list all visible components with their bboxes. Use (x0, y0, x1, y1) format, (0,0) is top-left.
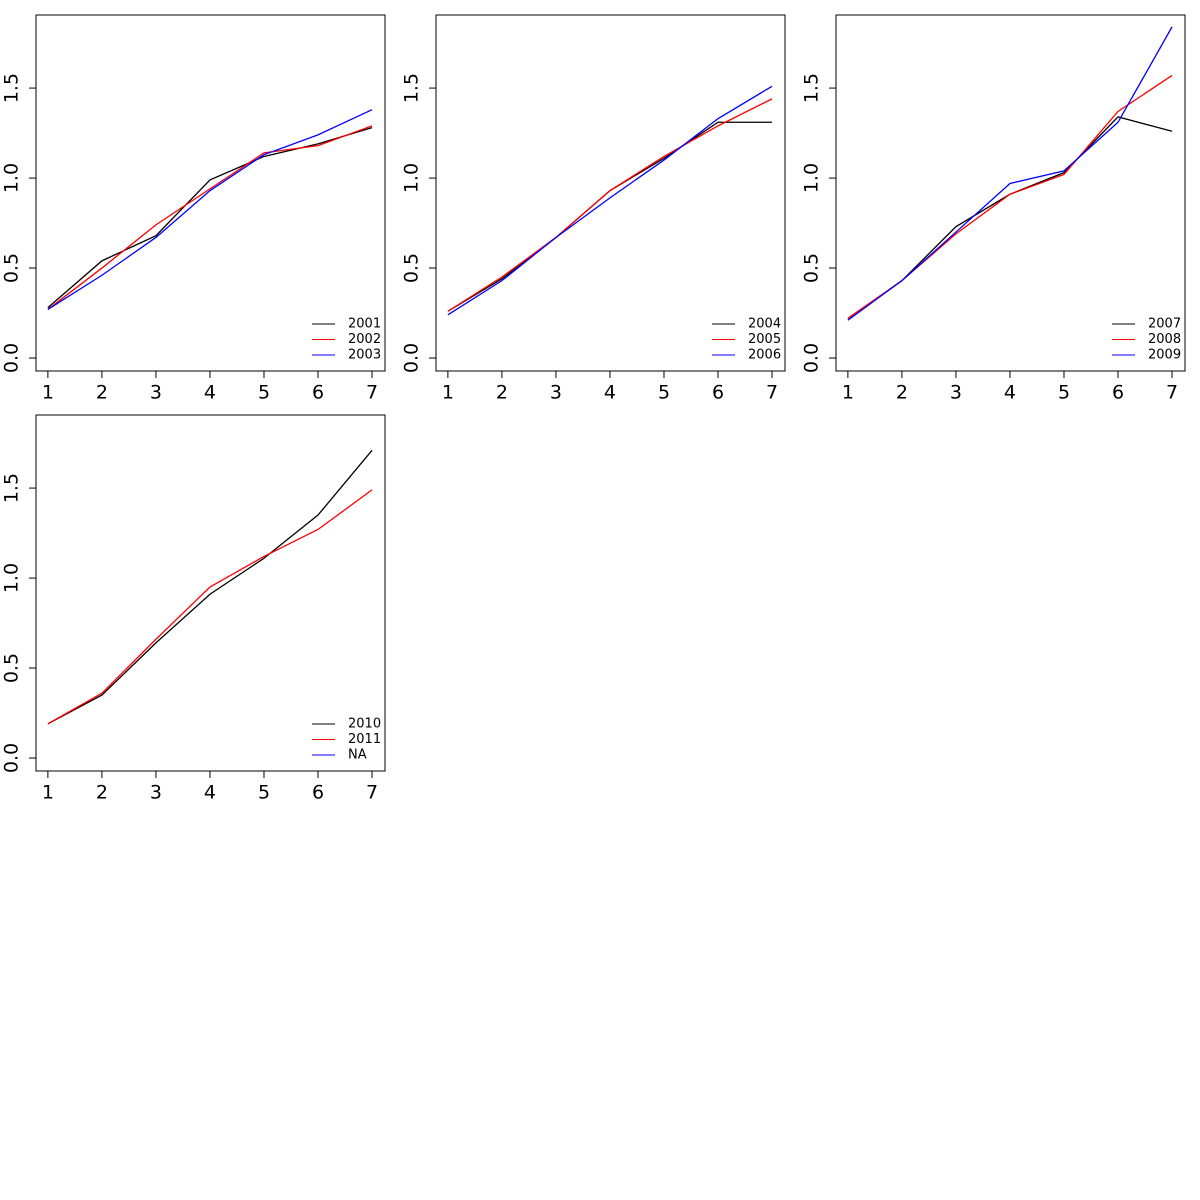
y-tick-label: 1.0 (401, 163, 423, 193)
legend-label: 2011 (348, 732, 381, 747)
legend-label: 2006 (748, 348, 781, 363)
x-tick-label: 6 (312, 782, 324, 804)
series-line (47, 109, 373, 310)
x-tick-label: 7 (366, 382, 378, 404)
y-tick-label: 0.0 (801, 343, 823, 373)
x-tick-label: 3 (550, 382, 562, 404)
plot-frame (35, 14, 386, 372)
x-tick-label: 6 (712, 382, 724, 404)
legend-label: 2007 (1148, 317, 1181, 332)
legend-label: 2009 (1148, 348, 1181, 363)
x-tick-label: 4 (1004, 382, 1016, 404)
y-tick-label: 1.5 (1, 473, 23, 503)
x-tick-label: 7 (1166, 382, 1178, 404)
y-tick-label: 1.5 (801, 73, 823, 103)
y-tick-label: 0.0 (1, 743, 23, 773)
x-tick-label: 3 (950, 382, 962, 404)
series-line (47, 127, 373, 309)
x-tick-label: 3 (150, 382, 162, 404)
series-line (447, 85, 773, 316)
x-tick-label: 2 (96, 382, 108, 404)
series-line (47, 489, 373, 725)
y-tick-label: 1.5 (1, 73, 23, 103)
x-tick-label: 5 (1058, 382, 1070, 404)
legend-label: 2003 (348, 348, 381, 363)
series-line (847, 116, 1173, 319)
x-tick-label: 2 (496, 382, 508, 404)
series-line (447, 98, 773, 312)
legend-label: NA (348, 748, 367, 763)
legend-label: 2008 (1148, 332, 1181, 347)
series-line (447, 121, 773, 312)
y-tick-label: 0.5 (1, 653, 23, 683)
legend-label: 2004 (748, 317, 781, 332)
x-tick-label: 5 (658, 382, 670, 404)
x-tick-label: 3 (150, 782, 162, 804)
x-tick-label: 4 (204, 782, 216, 804)
y-tick-label: 0.5 (401, 253, 423, 283)
x-tick-label: 7 (366, 782, 378, 804)
x-tick-label: 6 (312, 382, 324, 404)
y-tick-label: 0.5 (801, 253, 823, 283)
x-tick-label: 1 (842, 382, 854, 404)
legend-label: 2010 (348, 717, 381, 732)
y-tick-label: 1.5 (401, 73, 423, 103)
x-tick-label: 6 (1112, 382, 1124, 404)
legend-label: 2005 (748, 332, 781, 347)
legend-label: 2002 (348, 332, 381, 347)
legend-label: 2001 (348, 317, 381, 332)
y-tick-label: 0.0 (401, 343, 423, 373)
series-line (47, 125, 373, 310)
x-tick-label: 2 (896, 382, 908, 404)
x-tick-label: 5 (258, 782, 270, 804)
y-tick-label: 1.0 (801, 163, 823, 193)
series-line (47, 449, 373, 725)
x-tick-label: 4 (204, 382, 216, 404)
series-line (847, 26, 1173, 321)
x-tick-label: 5 (258, 382, 270, 404)
y-tick-label: 0.5 (1, 253, 23, 283)
x-tick-label: 1 (42, 382, 54, 404)
x-tick-label: 4 (604, 382, 616, 404)
x-tick-label: 1 (42, 782, 54, 804)
y-tick-label: 1.0 (1, 163, 23, 193)
x-tick-label: 1 (442, 382, 454, 404)
plot-frame (835, 14, 1186, 372)
plot-frame (435, 14, 786, 372)
plot-frame (35, 414, 386, 772)
x-tick-label: 7 (766, 382, 778, 404)
x-tick-label: 2 (96, 782, 108, 804)
y-tick-label: 0.0 (1, 343, 23, 373)
y-tick-label: 1.0 (1, 563, 23, 593)
